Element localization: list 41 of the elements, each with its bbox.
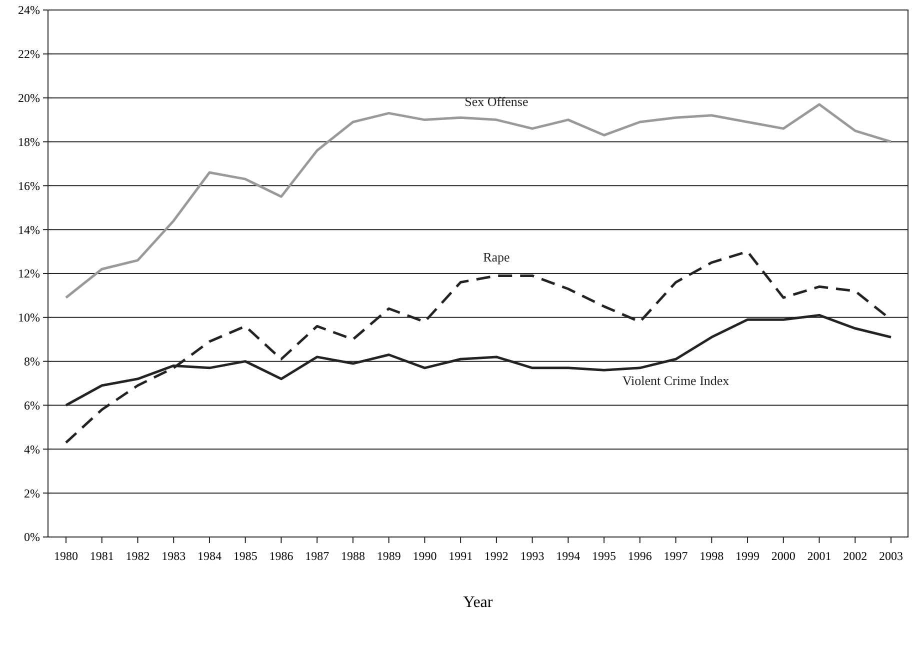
y-tick-label: 18% xyxy=(18,134,40,149)
x-tick-label: 1981 xyxy=(90,549,114,563)
y-tick-label: 20% xyxy=(18,91,40,106)
y-tick-label: 2% xyxy=(24,486,40,500)
x-tick-label: 2003 xyxy=(879,549,903,563)
x-tick-label: 1987 xyxy=(305,549,330,563)
x-tick-label: 1983 xyxy=(162,549,186,563)
y-tick-label: 14% xyxy=(18,222,40,237)
x-tick-label: 1986 xyxy=(269,549,294,563)
x-tick-label: 1988 xyxy=(340,549,365,563)
x-tick-label: 1992 xyxy=(484,549,508,563)
x-tick-label: 1995 xyxy=(592,549,616,563)
series-label: Sex Offense xyxy=(464,94,528,109)
x-tick-label: 1994 xyxy=(556,549,580,563)
x-tick-label: 1991 xyxy=(448,549,473,563)
x-tick-label: 1985 xyxy=(233,549,258,563)
x-tick-label: 2000 xyxy=(771,549,796,563)
x-tick-label: 2001 xyxy=(807,549,832,563)
x-tick-label: 1999 xyxy=(736,549,760,563)
series-label: Rape xyxy=(483,250,510,265)
x-axis-title: Year xyxy=(463,594,494,611)
y-tick-label: 24% xyxy=(18,3,40,18)
y-tick-label: 22% xyxy=(18,47,40,62)
y-tick-label: 8% xyxy=(24,354,40,369)
y-tick-label: 16% xyxy=(18,178,40,193)
x-tick-label: 1990 xyxy=(412,549,437,563)
x-tick-label: 1984 xyxy=(197,549,222,563)
series-label: Violent Crime Index xyxy=(622,373,730,388)
y-tick-label: 10% xyxy=(18,310,40,325)
x-tick-label: 1980 xyxy=(54,549,78,563)
y-tick-label: 6% xyxy=(24,398,40,412)
x-tick-label: 1982 xyxy=(126,549,150,563)
y-tick-label: 0% xyxy=(24,530,40,544)
x-tick-label: 1996 xyxy=(628,549,652,563)
x-tick-label: 1993 xyxy=(520,549,544,563)
y-tick-label: 12% xyxy=(18,266,40,281)
x-tick-label: 1989 xyxy=(376,549,401,563)
x-tick-label: 1997 xyxy=(664,549,688,563)
x-tick-label: 1998 xyxy=(700,549,724,563)
x-tick-label: 2002 xyxy=(843,549,868,563)
y-tick-label: 4% xyxy=(24,442,40,456)
